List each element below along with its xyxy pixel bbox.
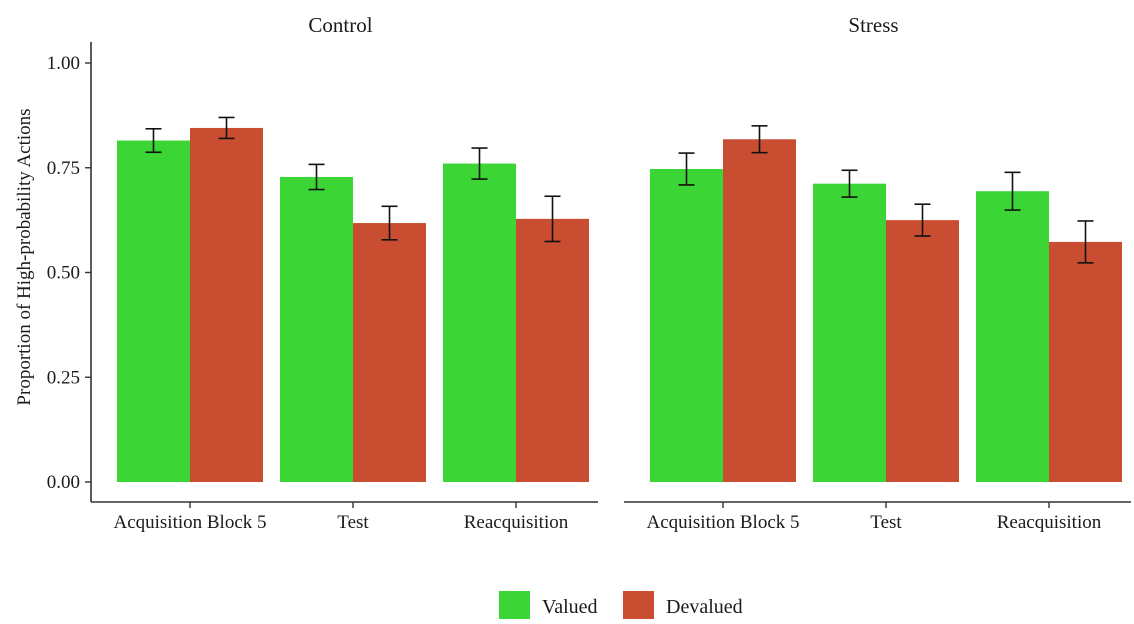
facet-title: Stress [848, 13, 898, 37]
bar-devalued [353, 223, 426, 483]
bar-devalued [190, 127, 263, 482]
axes-layer [85, 42, 1131, 508]
y-tick-label: 0.75 [47, 158, 80, 179]
y-tick-label: 0.50 [47, 263, 80, 284]
legend-label-devalued: Devalued [666, 596, 743, 618]
bar-valued [976, 191, 1049, 483]
bars-layer [117, 127, 1122, 483]
x-tick-label: Test [337, 512, 369, 533]
bar-valued [443, 163, 516, 482]
x-tick-label: Acquisition Block 5 [113, 512, 266, 533]
labels-layer: 0.00 0.25 0.50 0.75 1.00 Proportion of High-p… [14, 13, 1102, 533]
bar-valued [650, 169, 723, 482]
bar-devalued [886, 220, 959, 482]
legend-swatch-devalued [623, 591, 654, 621]
legend: Valued Devalued [499, 591, 743, 621]
y-tick-label: 0.25 [47, 367, 80, 388]
bar-devalued [1049, 241, 1122, 482]
bar-valued [813, 183, 886, 482]
x-tick-label: Reacquisition [997, 512, 1102, 533]
legend-label-valued: Valued [542, 596, 598, 618]
y-tick-label: 1.00 [47, 53, 80, 74]
bar-devalued [723, 139, 796, 482]
error-bars-layer [145, 116, 1094, 264]
bar-valued [280, 176, 353, 482]
x-tick-label: Test [870, 512, 902, 533]
bar-devalued [516, 218, 589, 483]
y-tick-label: 0.00 [47, 472, 80, 493]
bar-valued [117, 140, 190, 482]
legend-swatch-valued [499, 591, 530, 621]
facet-title: Control [308, 13, 372, 37]
x-tick-label: Acquisition Block 5 [646, 512, 799, 533]
x-tick-label: Reacquisition [464, 512, 569, 533]
y-axis-title: Proportion of High-probability Actions [14, 108, 35, 405]
